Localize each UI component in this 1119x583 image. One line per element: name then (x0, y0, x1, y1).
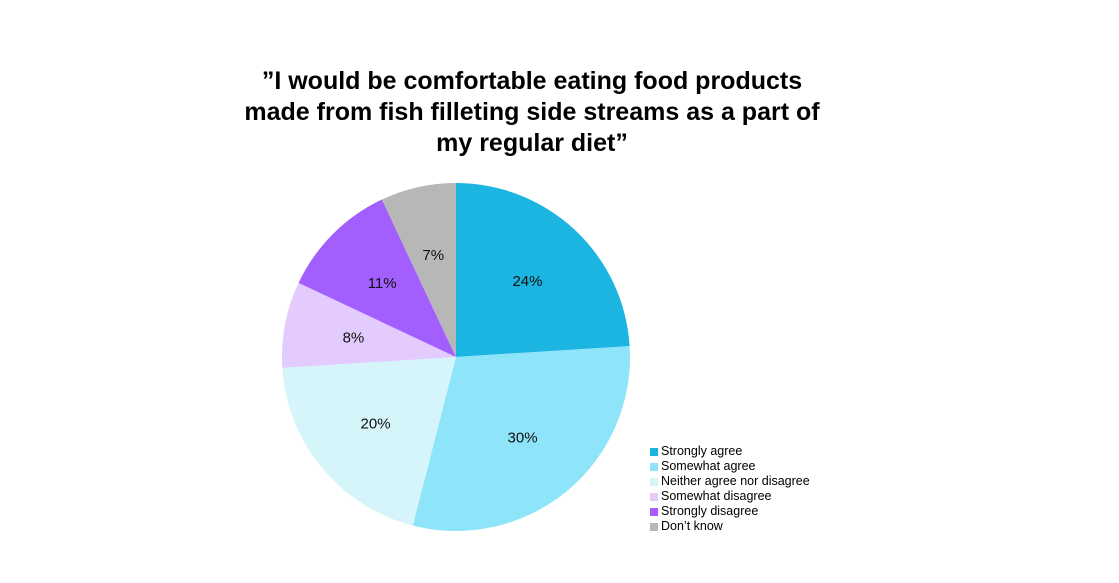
legend-item-neither: Neither agree nor disagree (650, 474, 810, 489)
legend-swatch (650, 492, 658, 501)
pie-slice-dont-know (381, 183, 456, 357)
legend-label: Somewhat disagree (661, 489, 772, 503)
pie-slice-somewhat-agree (412, 346, 630, 531)
pie-label-somewhat-agree: 30% (508, 429, 538, 446)
pie-label-neither: 20% (361, 416, 391, 433)
chart-title: ”I would be comfortable eating food prod… (232, 66, 832, 159)
legend-label: Somewhat agree (661, 459, 756, 473)
legend-swatch (650, 522, 658, 531)
pie-label-strongly-agree: 24% (512, 273, 542, 290)
legend-label: Strongly disagree (661, 504, 759, 518)
legend-swatch (650, 507, 658, 516)
legend-label: Neither agree nor disagree (661, 474, 810, 488)
chart-title-line-1: ”I would be comfortable eating food prod… (261, 67, 803, 95)
pie-label-strongly-disagree: 11% (368, 275, 397, 292)
legend: Strongly agree Somewhat agree Neither ag… (650, 444, 810, 534)
legend-swatch (650, 462, 658, 471)
pie-label-dont-know: 7% (422, 247, 444, 264)
chart-title-line-2: made from fish filleting side streams as… (244, 98, 820, 126)
legend-item-strongly-agree: Strongly agree (650, 444, 810, 459)
legend-label: Strongly agree (661, 444, 743, 458)
legend-swatch (650, 477, 658, 486)
pie-slice-strongly-disagree (298, 199, 456, 357)
legend-item-somewhat-disagree: Somewhat disagree (650, 489, 810, 504)
pie-slice-strongly-agree (456, 183, 630, 357)
legend-item-strongly-disagree: Strongly disagree (650, 504, 810, 519)
legend-item-somewhat-agree: Somewhat agree (650, 459, 810, 474)
pie-slice-neither (282, 357, 456, 526)
pie-slices (282, 183, 630, 531)
chart-title-line-3: my regular diet” (436, 129, 628, 157)
pie-label-somewhat-disagree: 8% (343, 329, 365, 346)
pie-slice-somewhat-disagree (282, 282, 456, 368)
legend-label: Don’t know (661, 519, 723, 533)
legend-swatch (650, 447, 658, 456)
legend-item-dont-know: Don’t know (650, 519, 810, 534)
pie-labels: 24% 30% 20% 8% 11% 7% (343, 247, 543, 446)
